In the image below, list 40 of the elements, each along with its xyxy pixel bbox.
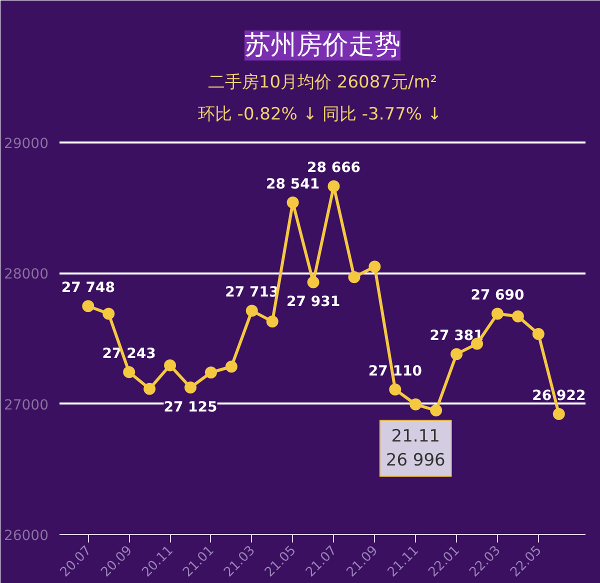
point: [491, 308, 504, 320]
point: [82, 300, 94, 312]
y-tick-label: 29000: [4, 136, 49, 152]
data-label: 26 922: [532, 388, 586, 404]
y-tick-label: 27000: [4, 397, 49, 414]
data-label: 27 748: [61, 280, 115, 296]
point: [123, 366, 136, 378]
point: [286, 196, 299, 209]
point: [184, 382, 196, 394]
point: [348, 271, 360, 284]
data-label: 27 690: [470, 288, 525, 304]
point: [204, 366, 217, 378]
point: [552, 408, 565, 420]
point: [328, 180, 340, 192]
data-label: 28 666: [306, 160, 361, 176]
point: [225, 360, 238, 373]
data-label: 27 931: [286, 294, 340, 310]
chart-title: 苏州房价走势: [244, 30, 400, 60]
point: [512, 310, 524, 322]
point: [266, 316, 278, 328]
point: [246, 304, 258, 317]
point: [430, 404, 442, 416]
point: [307, 276, 320, 288]
data-label: 27 125: [164, 400, 218, 416]
chart-subtitle: 二手房10月均价 26087元/m²: [208, 72, 438, 92]
point: [389, 383, 402, 396]
data-label: 27 243: [102, 346, 156, 362]
point: [410, 398, 422, 410]
point: [450, 348, 463, 360]
point: [368, 260, 381, 273]
point: [532, 328, 544, 340]
point: [144, 382, 156, 395]
y-tick-label: 28000: [4, 266, 49, 283]
text: 环比 -0.82% ↓ 同比 -3.77% ↓: [198, 104, 442, 124]
data-label: 27 110: [368, 363, 422, 380]
point: [164, 359, 176, 372]
data-label: 28 541: [266, 176, 320, 193]
point: [102, 308, 115, 320]
y-tick-label: 26000: [4, 528, 49, 544]
annotation: 21.11 26 996: [386, 426, 446, 470]
